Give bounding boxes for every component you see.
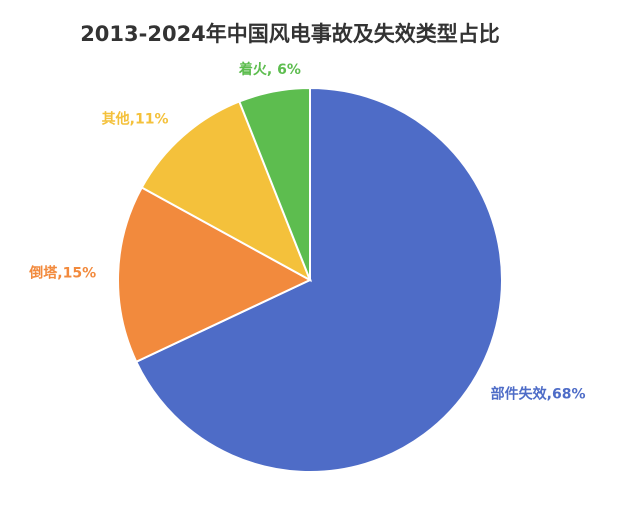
slice-label: 着火, 6% <box>238 61 301 78</box>
pie-slice <box>140 100 312 283</box>
slice-label: 部件失效,68% <box>491 386 586 403</box>
slice-label: 其他,11% <box>102 110 169 127</box>
pie-slice <box>238 86 311 281</box>
pie-slice <box>134 86 503 473</box>
chart-title: 2013-2024年中国风电事故及失效类型占比 <box>80 22 500 46</box>
pie-slice <box>117 186 313 364</box>
slice-label: 倒塔,15% <box>28 264 96 281</box>
